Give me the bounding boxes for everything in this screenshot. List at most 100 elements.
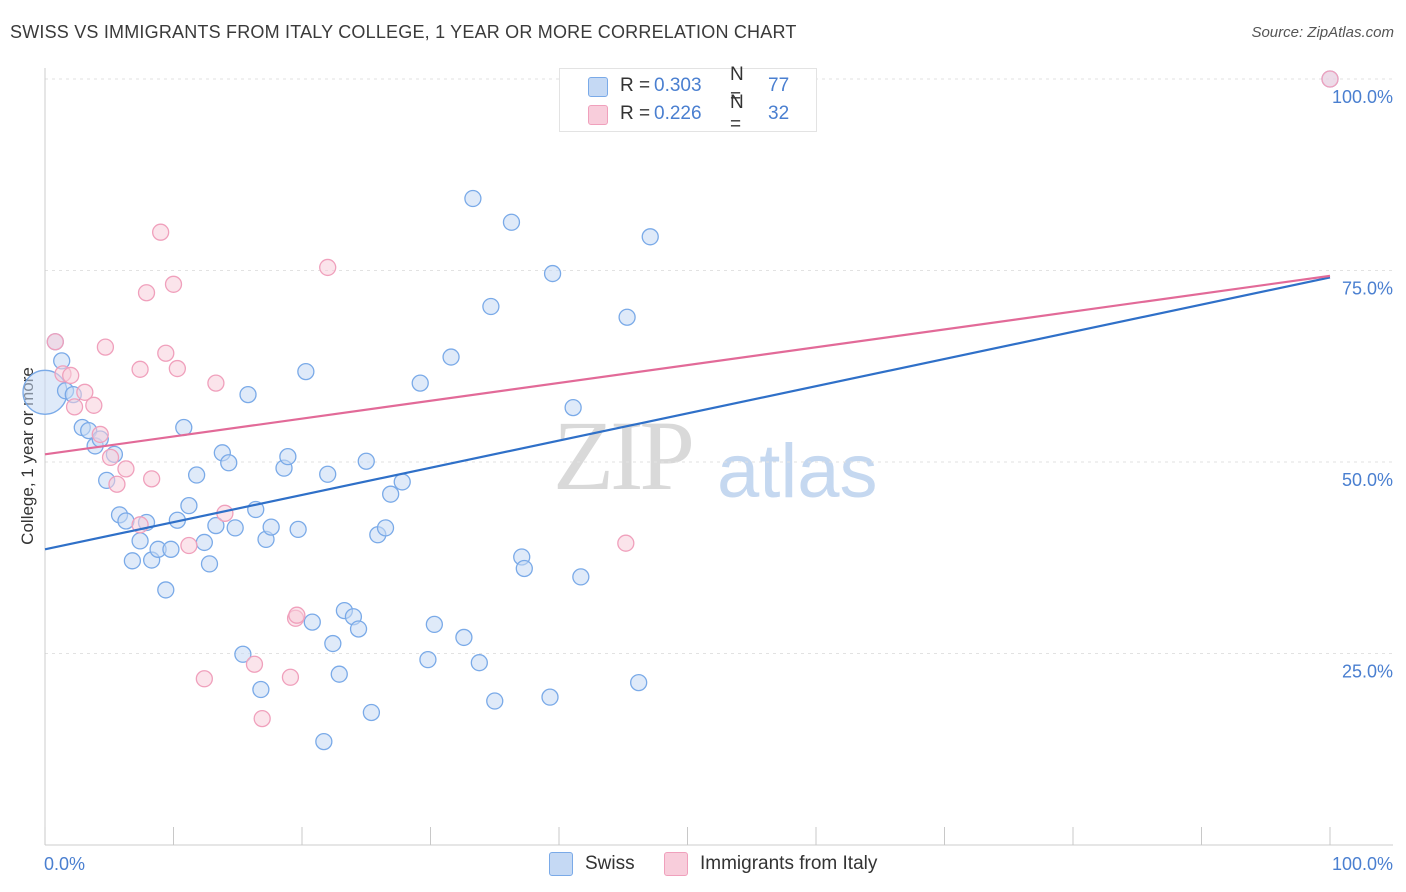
italy-point: [62, 366, 80, 385]
watermark-zip: ZIP: [553, 400, 695, 511]
legend-n-value: 32: [768, 103, 790, 124]
italy-point: [288, 606, 306, 624]
swiss-point: [234, 645, 252, 663]
legend-n-value: 77: [768, 75, 790, 96]
swiss-point: [315, 732, 333, 751]
bottom-legend-label-swiss: Swiss: [585, 853, 635, 874]
y-tick-label: 25.0%: [1342, 662, 1393, 682]
italy-point: [76, 383, 94, 401]
swiss-point: [564, 398, 582, 417]
italy-point: [180, 536, 198, 555]
swiss-point: [200, 555, 219, 573]
italy-point: [1321, 70, 1339, 88]
swiss-point: [357, 452, 375, 470]
swiss-point: [455, 628, 473, 647]
swiss-trend-line: [44, 276, 1331, 551]
swiss-point: [123, 552, 142, 570]
correlation-legend: R = 0.303 N = 77 R = 0.226 N = 32: [559, 64, 817, 135]
italy-point: [253, 709, 271, 728]
italy-point: [65, 398, 84, 416]
swiss-point: [349, 620, 368, 638]
italy-point: [143, 470, 161, 488]
italy-trend-line: [44, 274, 1331, 456]
swiss-point: [641, 228, 659, 246]
italy-point: [168, 359, 187, 378]
swiss-point: [470, 654, 488, 672]
swiss-point: [382, 485, 400, 503]
swiss-point: [303, 613, 321, 631]
italy-point: [245, 655, 264, 673]
swiss-point: [252, 680, 270, 699]
italy-point: [96, 338, 115, 356]
chart-title: SWISS VS IMMIGRANTS FROM ITALY COLLEGE, …: [10, 22, 797, 42]
italy-point: [151, 223, 170, 241]
bottom-legend-swatch-italy: [664, 852, 688, 876]
swiss-point: [117, 512, 135, 530]
swiss-point: [376, 519, 395, 537]
italy-point: [207, 374, 225, 392]
italy-point: [157, 344, 175, 362]
swiss-point: [289, 520, 307, 539]
legend-swatch-italy: [588, 105, 608, 125]
swiss-point: [131, 532, 149, 550]
swiss-point: [572, 568, 590, 586]
italy-point: [117, 460, 135, 478]
swiss-point: [502, 213, 521, 231]
bottom-legend-italy: Immigrants from Italy: [664, 852, 877, 876]
swiss-point: [207, 516, 225, 535]
bottom-legend-swatch-swiss: [549, 852, 573, 876]
swiss-point: [324, 634, 342, 653]
y-tick-label: 75.0%: [1342, 279, 1393, 299]
swiss-point: [618, 308, 636, 326]
swiss-point: [220, 454, 238, 472]
italy-point: [137, 284, 156, 302]
swiss-point: [362, 703, 381, 722]
italy-point: [281, 668, 300, 686]
swiss-point: [425, 615, 444, 634]
italy-point: [195, 670, 213, 688]
legend-n-label: N =: [730, 92, 744, 135]
italy-point: [108, 475, 126, 493]
swiss-point: [515, 559, 533, 578]
bottom-legend-swiss: Swiss: [549, 852, 635, 876]
italy-point: [101, 448, 120, 467]
swiss-point: [482, 297, 500, 316]
swiss-point: [297, 362, 315, 381]
y-tick-label: 50.0%: [1342, 470, 1393, 490]
chart-source: Source: ZipAtlas.com: [1251, 24, 1394, 41]
legend-r-label: R =: [620, 103, 651, 124]
swiss-point: [442, 348, 460, 366]
italy-point: [319, 258, 337, 277]
swiss-point: [411, 374, 429, 392]
swiss-point: [262, 518, 280, 536]
legend-r-value: 0.303: [654, 75, 702, 96]
swiss-point: [419, 650, 437, 669]
swiss-point: [464, 189, 482, 208]
swiss-point: [239, 385, 257, 404]
bottom-legend-label-italy: Immigrants from Italy: [700, 853, 878, 874]
swiss-point: [162, 540, 180, 558]
swiss-point: [630, 673, 648, 692]
swiss-point: [226, 519, 244, 537]
italy-point: [46, 333, 64, 351]
swiss-point: [175, 418, 193, 437]
italy-point: [131, 360, 149, 378]
italy-point: [85, 396, 103, 414]
swiss-point: [541, 688, 559, 706]
italy-point: [91, 425, 109, 444]
x-tick-label-left: 0.0%: [44, 854, 85, 874]
legend-r-value: 0.226: [654, 103, 702, 124]
italy-point: [617, 534, 635, 552]
legend-n-label: N =: [730, 64, 744, 107]
watermark-atlas: atlas: [717, 429, 878, 514]
swiss-point: [330, 665, 348, 683]
x-tick-label-right: 100.0%: [1332, 854, 1393, 874]
swiss-point: [486, 692, 504, 710]
swiss-point: [157, 581, 175, 599]
swiss-point: [187, 466, 206, 484]
swiss-point: [393, 473, 411, 491]
swiss-point: [543, 264, 562, 283]
swiss-point: [180, 497, 198, 515]
swiss-point: [279, 447, 297, 466]
